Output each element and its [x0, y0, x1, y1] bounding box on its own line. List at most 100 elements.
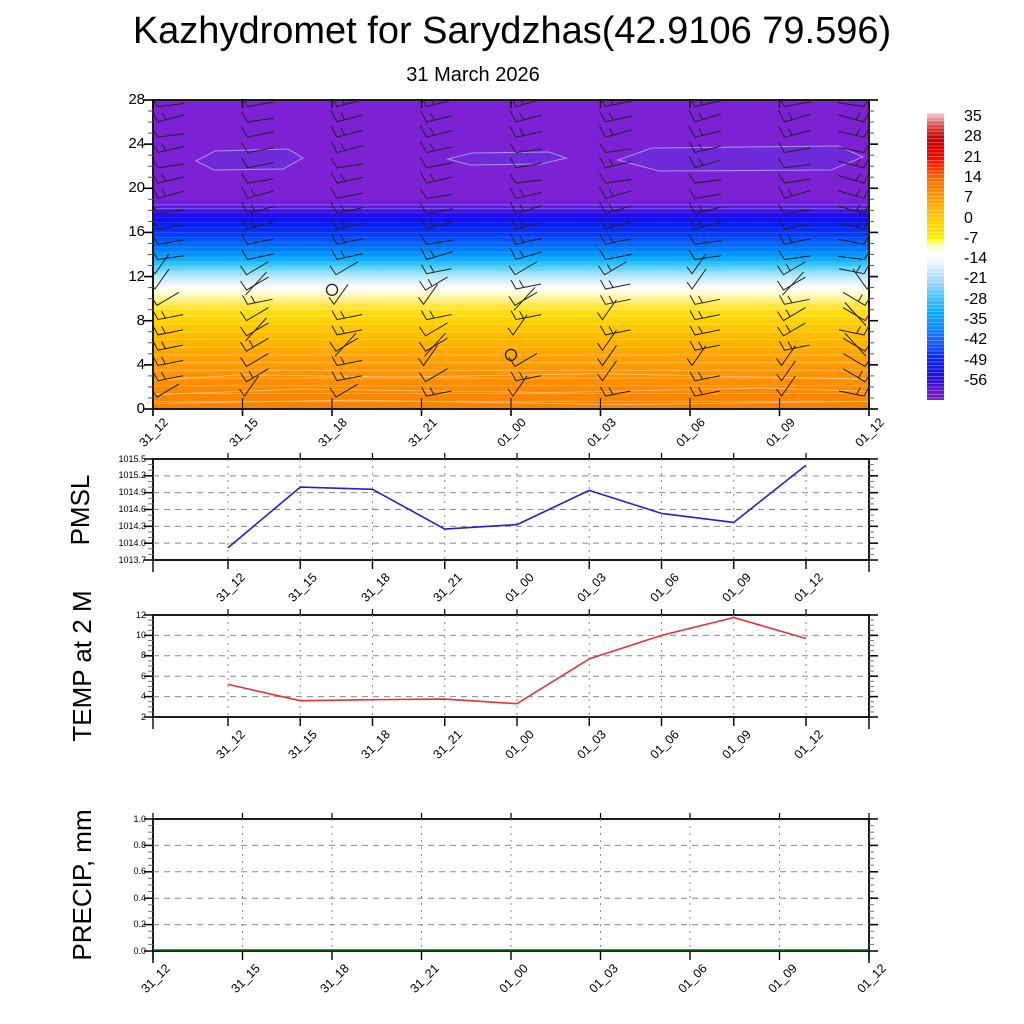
- wind-barb: [837, 172, 869, 184]
- precip-y-tick-label: 0.2: [133, 919, 146, 930]
- pmsl-x-tick-label: 01_00: [502, 570, 538, 605]
- wind-barb: [330, 172, 364, 184]
- wind-barb: [782, 271, 804, 296]
- wind-barb: [778, 249, 811, 261]
- colorbar-tick-label: -49: [964, 351, 988, 369]
- upper-y-tick-label: 24: [128, 135, 145, 153]
- wind-barb: [689, 325, 721, 336]
- wind-barb: [599, 248, 632, 261]
- wind-barb-flag: [856, 265, 861, 273]
- colorbar-tick-label: -14: [964, 250, 988, 268]
- wind-barb: [153, 172, 185, 184]
- wind-barb: [778, 173, 811, 184]
- wind-barb: [599, 110, 632, 123]
- temp_2m-y-tick-label: 12: [135, 609, 146, 620]
- wind-barb: [422, 100, 453, 108]
- pmsl-frame: [152, 458, 870, 561]
- contour-blob: [445, 151, 568, 166]
- wind-barb-flag: [250, 219, 256, 228]
- upper-x-tick-label: 01_00: [494, 415, 530, 450]
- precip-y-tick-label: 1.0: [133, 813, 146, 824]
- wind-barb-flag: [250, 295, 256, 304]
- wind-barb-flag: [698, 295, 703, 304]
- precip-x-tick-label: 01_09: [765, 961, 800, 996]
- wind-barb-flag: [608, 280, 614, 288]
- wind-barb: [837, 251, 869, 260]
- wind-barb-flag: [698, 204, 704, 212]
- wind-barb-flag: [340, 143, 346, 151]
- wind-barb: [780, 100, 811, 108]
- wind-barb: [153, 187, 185, 199]
- wind-barb: [153, 142, 185, 154]
- wind-barb: [242, 295, 273, 305]
- wind-barb: [153, 128, 185, 138]
- upper-y-tick-label: 12: [128, 267, 145, 285]
- wind-barb-flag: [609, 100, 614, 106]
- pmsl-x-tick-label: 01_12: [791, 570, 827, 605]
- wind-barb: [331, 310, 363, 321]
- pmsl-series-line: [227, 464, 807, 549]
- colorbar-tick-label: 35: [964, 108, 982, 125]
- upper-x-tick-label: 31_15: [226, 415, 261, 450]
- wind-barb-flag: [161, 173, 167, 182]
- wind-barb-flag: [519, 280, 524, 288]
- wind-barb: [328, 284, 349, 306]
- wind-barb-flag: [250, 188, 256, 197]
- wind-barb-flag: [340, 127, 346, 136]
- wind-barb-flag: [161, 112, 167, 121]
- wind-barb: [837, 100, 869, 108]
- wind-barb-flag: [429, 173, 435, 182]
- wind-barb: [510, 371, 542, 382]
- colorbar-tick-label: -35: [964, 311, 988, 329]
- wind-barb: [599, 173, 632, 184]
- wind-barb-flag: [519, 310, 524, 319]
- temperature-colorbar: [927, 113, 944, 400]
- wind-barb: [688, 173, 722, 184]
- wind-barb: [153, 325, 184, 336]
- colorbar-band-lines: [927, 113, 944, 400]
- wind-barb: [420, 247, 453, 261]
- wind-barb: [330, 202, 364, 215]
- wind-barb: [153, 253, 170, 275]
- wind-barb-flag: [250, 204, 256, 212]
- precip-x-tick-label: 31_15: [228, 961, 263, 996]
- colorbar-tick-label: 7: [964, 189, 973, 207]
- wind-barb: [330, 158, 364, 169]
- wind-barb-flag: [519, 112, 525, 121]
- wind-barb: [509, 173, 543, 184]
- wind-barb: [245, 271, 267, 296]
- wind-barb: [690, 100, 722, 108]
- wind-barb: [240, 337, 269, 352]
- wind-barb: [241, 186, 274, 199]
- upper-y-tick-label: 8: [136, 311, 145, 329]
- wind-barb: [420, 171, 453, 184]
- pmsl-x-tick-label: 31_18: [358, 570, 393, 605]
- wind-barb: [837, 127, 869, 138]
- wind-barb-flag: [340, 174, 346, 182]
- wind-barb-flag: [698, 112, 704, 120]
- wind-barbs-overlay: [153, 100, 869, 409]
- wind-barb: [777, 276, 806, 291]
- precip-x-tick-label: 01_12: [854, 961, 890, 996]
- wind-barb: [245, 317, 267, 342]
- upper-x-tick-label: 01_12: [852, 415, 888, 450]
- pmsl-x-tick-label: 31_15: [285, 570, 321, 605]
- colorbar-tick-label: 0: [964, 209, 973, 227]
- temp_2m-frame: [152, 614, 870, 718]
- wind-barb-flag: [429, 219, 435, 227]
- contour-line-wavy: [153, 373, 869, 381]
- wind-barb: [330, 125, 364, 138]
- wind-barb: [330, 140, 364, 154]
- wind-barb-flag: [787, 127, 793, 136]
- wind-barb-flag: [519, 189, 525, 197]
- temp_2m-x-tick-label: 31_21: [430, 727, 465, 762]
- wind-barb-flag: [340, 235, 346, 243]
- wind-barb-flag: [787, 295, 793, 304]
- wind-barb: [240, 276, 269, 291]
- wind-barb-flag: [340, 112, 346, 121]
- wind-barb-flag: [608, 295, 614, 304]
- wind-barb: [599, 201, 632, 215]
- wind-barb-flag: [429, 310, 435, 319]
- upper-x-tick-label: 31_12: [136, 415, 172, 450]
- wind-barb: [509, 126, 543, 138]
